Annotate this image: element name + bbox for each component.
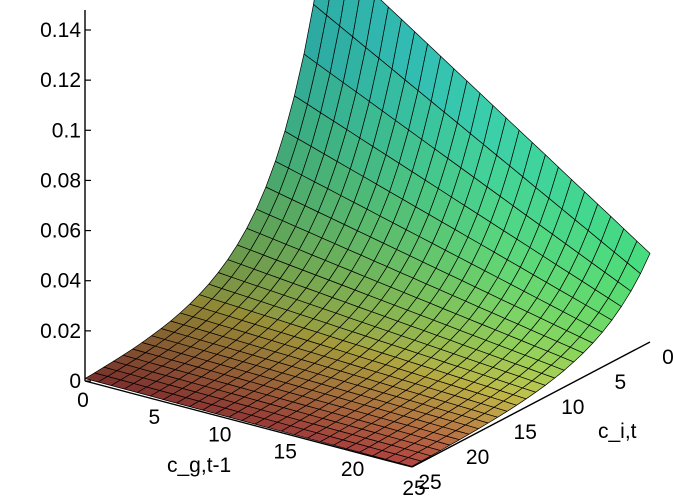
y-tick-label: 25 [418, 471, 441, 494]
x-axis-label: c_g,t-1 [167, 454, 231, 477]
z-tick-label: 0.14 [40, 19, 81, 42]
y-tick-label: 15 [514, 421, 537, 444]
axes [84, 10, 651, 468]
z-tick-label: 0.06 [40, 220, 81, 243]
x-tick-label: 25 [402, 477, 425, 500]
z-tick-label: 0.02 [40, 320, 81, 343]
x-tick-label: 15 [274, 441, 297, 464]
z-tick-label: 0.1 [52, 119, 81, 142]
z-tick-label: 0 [69, 370, 81, 393]
y-tick-label: 20 [466, 446, 489, 469]
z-axis-ticks: 0 0.02 0.04 0.06 0.08 0.1 0.12 0.14 [40, 19, 91, 393]
y-axis-label: c_i,t [598, 420, 637, 443]
x-axis-line [84, 380, 413, 468]
y-tick-label: 0 [662, 346, 673, 369]
z-tick-label: 0.12 [40, 69, 81, 92]
x-tick-label: 20 [341, 458, 364, 481]
y-tick-label: 5 [615, 371, 627, 394]
x-tick-label: 0 [77, 389, 89, 412]
x-axis-ticks: 0 5 10 15 20 25 [77, 389, 426, 500]
z-tick-label: 0.08 [40, 169, 81, 192]
y-tick-label: 10 [561, 396, 584, 419]
surface-cell [627, 240, 651, 274]
z-tick-label: 0.04 [40, 270, 81, 293]
surface-mesh [84, 0, 651, 467]
x-tick-label: 10 [208, 423, 231, 446]
y-axis-line [411, 341, 651, 468]
x-tick-label: 5 [149, 406, 161, 429]
y-axis-ticks: 0 5 10 15 20 25 [418, 346, 673, 494]
